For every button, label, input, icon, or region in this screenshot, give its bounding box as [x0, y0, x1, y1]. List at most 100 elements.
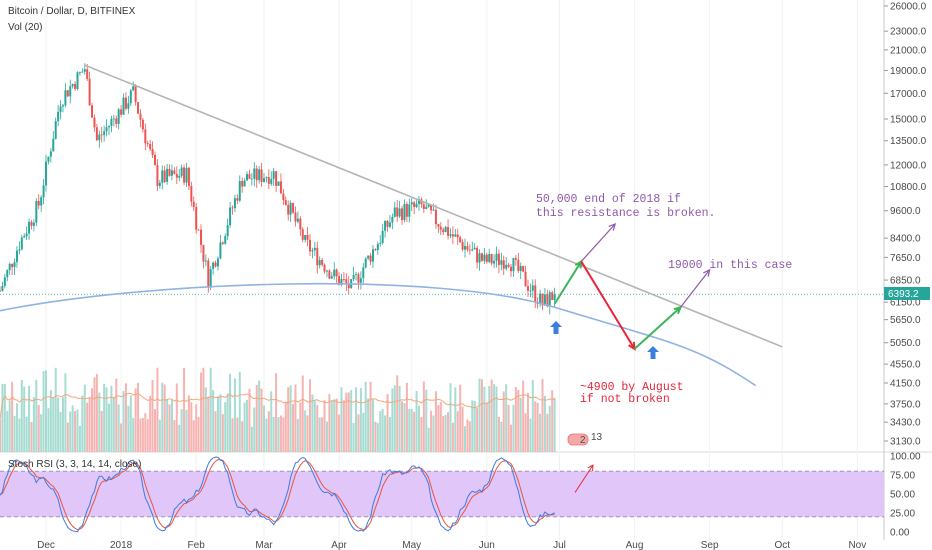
candle-body: [434, 209, 437, 225]
volume-bar: [318, 417, 321, 452]
volume-bar: [185, 409, 188, 452]
candle-body: [296, 218, 299, 222]
volume-bars: [0, 367, 556, 452]
candle-body: [546, 294, 549, 307]
volume-bar: [255, 384, 258, 452]
support-arc: [0, 282, 757, 387]
volume-badge[interactable]: 2 13: [567, 432, 603, 446]
candle-body: [175, 173, 178, 178]
candle-body: [529, 290, 532, 292]
candle-body: [32, 222, 35, 226]
candle-body: [282, 193, 285, 201]
candle-body: [231, 207, 234, 209]
candle-body: [388, 222, 391, 227]
candle-body: [483, 254, 486, 261]
candle-body: [66, 90, 69, 97]
candle-body: [163, 170, 166, 182]
volume-bar: [495, 386, 498, 452]
volume-bar: [224, 402, 227, 452]
candle-body: [195, 207, 198, 230]
volume-bar: [434, 391, 437, 452]
candle-body: [54, 121, 57, 139]
volume-bar: [170, 399, 173, 452]
volume-bar: [69, 411, 72, 452]
volume-bar: [187, 395, 190, 452]
volume-bar: [493, 384, 496, 452]
candle-body: [149, 144, 152, 150]
volume-bar: [369, 381, 372, 452]
volume-bar: [40, 414, 43, 452]
volume-bar: [122, 390, 125, 452]
volume-bar: [526, 393, 529, 452]
candle-body: [526, 286, 529, 291]
candle-body: [120, 109, 123, 115]
volume-bar: [76, 409, 79, 452]
blue-up-arrow: [647, 346, 659, 359]
projection-arrow-purple: [580, 223, 616, 262]
volume-bar: [78, 425, 81, 452]
candle-body: [417, 199, 420, 204]
volume-bar: [388, 416, 391, 452]
candle-body: [359, 278, 362, 283]
volume-bar: [442, 416, 445, 452]
candle-body: [35, 200, 38, 223]
candle-body: [541, 293, 544, 306]
volume-bar: [66, 422, 69, 452]
candle-body: [500, 260, 503, 265]
candle-body: [495, 253, 498, 261]
candle-body: [221, 242, 224, 244]
candles: [0, 63, 556, 315]
candle-body: [531, 285, 534, 291]
date-tick-label: Mar: [255, 540, 273, 550]
volume-bar: [45, 370, 48, 452]
price-tick-label: 5050.0: [890, 338, 921, 349]
date-tick-label: Oct: [774, 540, 790, 550]
symbol-title: Bitcoin / Dollar, D, BITFINEX: [8, 6, 136, 17]
date-tick-label: Aug: [626, 540, 644, 550]
volume-bar: [507, 404, 510, 452]
candle-body: [510, 266, 513, 272]
volume-bar: [401, 401, 404, 452]
candle-body: [340, 279, 343, 285]
annotation-breakdown-line2: if not broken: [580, 393, 670, 406]
volume-bar: [23, 386, 26, 452]
candle-body: [13, 262, 16, 268]
candle-body: [156, 164, 159, 186]
volume-bar: [546, 413, 549, 452]
candle-body: [524, 271, 527, 287]
volume-bar: [551, 390, 554, 452]
volume-bar: [246, 399, 249, 452]
candle-body: [517, 259, 520, 271]
candle-body: [309, 239, 312, 252]
last-price-tag: 6393.2: [884, 287, 930, 300]
volume-bar: [345, 392, 348, 452]
stoch-rsi-pane: [0, 456, 884, 533]
volume-bar: [214, 411, 217, 452]
candle-body: [451, 234, 454, 237]
candle-body: [289, 202, 292, 215]
volume-moving-average: [0, 392, 555, 420]
candle-body: [20, 237, 23, 250]
volume-bar: [71, 405, 74, 452]
volume-bar: [83, 384, 86, 452]
candle-body: [447, 227, 450, 236]
candle-body: [277, 181, 280, 186]
volume-bar: [110, 385, 113, 452]
price-tick-label: 3750.0: [890, 399, 921, 410]
volume-bar: [64, 373, 67, 452]
volume-bar: [311, 394, 314, 452]
candle-body: [393, 207, 396, 217]
candle-body: [226, 225, 229, 237]
candle-body: [224, 236, 227, 244]
volume-bar: [514, 386, 517, 452]
volume-bar: [124, 383, 127, 452]
volume-bar: [338, 414, 341, 452]
volume-bar: [219, 394, 222, 452]
stoch-tick-label: 75.00: [890, 471, 915, 482]
volume-bar: [212, 390, 215, 452]
candle-body: [488, 253, 491, 262]
candle-body: [473, 247, 476, 250]
volume-bar: [209, 367, 212, 452]
volume-bar: [425, 389, 428, 452]
volume-bar: [454, 387, 457, 452]
